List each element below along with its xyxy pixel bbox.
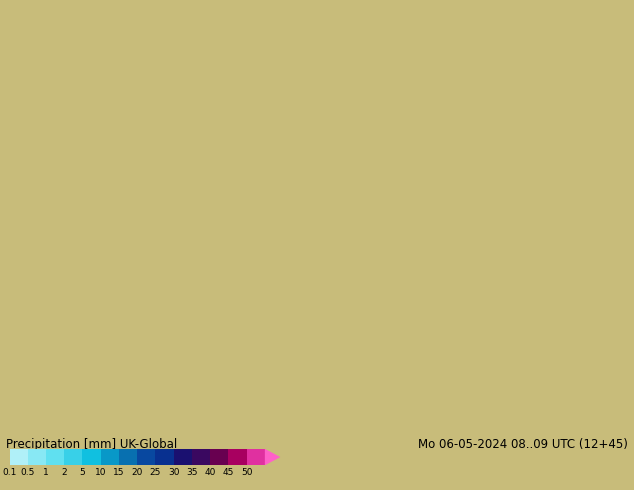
Text: 40: 40 [204, 467, 216, 477]
Text: 30: 30 [168, 467, 179, 477]
Bar [155, 449, 174, 466]
Bar [101, 449, 119, 466]
Bar [10, 449, 28, 466]
Text: Mo 06-05-2024 08..09 UTC (12+45): Mo 06-05-2024 08..09 UTC (12+45) [418, 438, 628, 451]
Bar [192, 449, 210, 466]
Text: 0.5: 0.5 [20, 467, 35, 477]
Text: 25: 25 [150, 467, 161, 477]
Text: 50: 50 [241, 467, 252, 477]
Text: 20: 20 [131, 467, 143, 477]
Text: 15: 15 [113, 467, 125, 477]
Bar [228, 449, 247, 466]
Text: 0.1: 0.1 [3, 467, 16, 477]
Bar [210, 449, 228, 466]
Text: 2: 2 [61, 467, 67, 477]
Bar [46, 449, 64, 466]
Text: 35: 35 [186, 467, 198, 477]
Text: Precipitation [mm] UK-Global: Precipitation [mm] UK-Global [6, 438, 178, 451]
Polygon shape [265, 449, 280, 466]
Text: 5: 5 [80, 467, 86, 477]
Bar [174, 449, 192, 466]
Bar [64, 449, 82, 466]
Bar [119, 449, 137, 466]
Bar [137, 449, 155, 466]
Text: 45: 45 [223, 467, 234, 477]
Bar [247, 449, 265, 466]
Bar [82, 449, 101, 466]
Bar [28, 449, 46, 466]
Text: 10: 10 [95, 467, 107, 477]
Text: 1: 1 [43, 467, 49, 477]
